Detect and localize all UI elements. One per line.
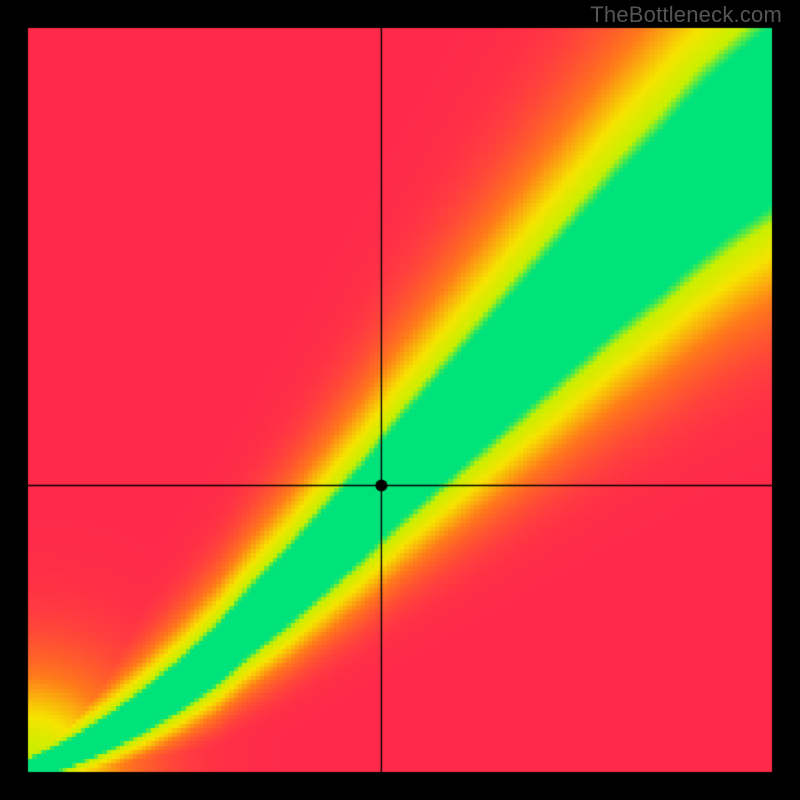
watermark-text: TheBottleneck.com — [590, 2, 782, 28]
chart-container: TheBottleneck.com — [0, 0, 800, 800]
bottleneck-heatmap — [0, 0, 800, 800]
